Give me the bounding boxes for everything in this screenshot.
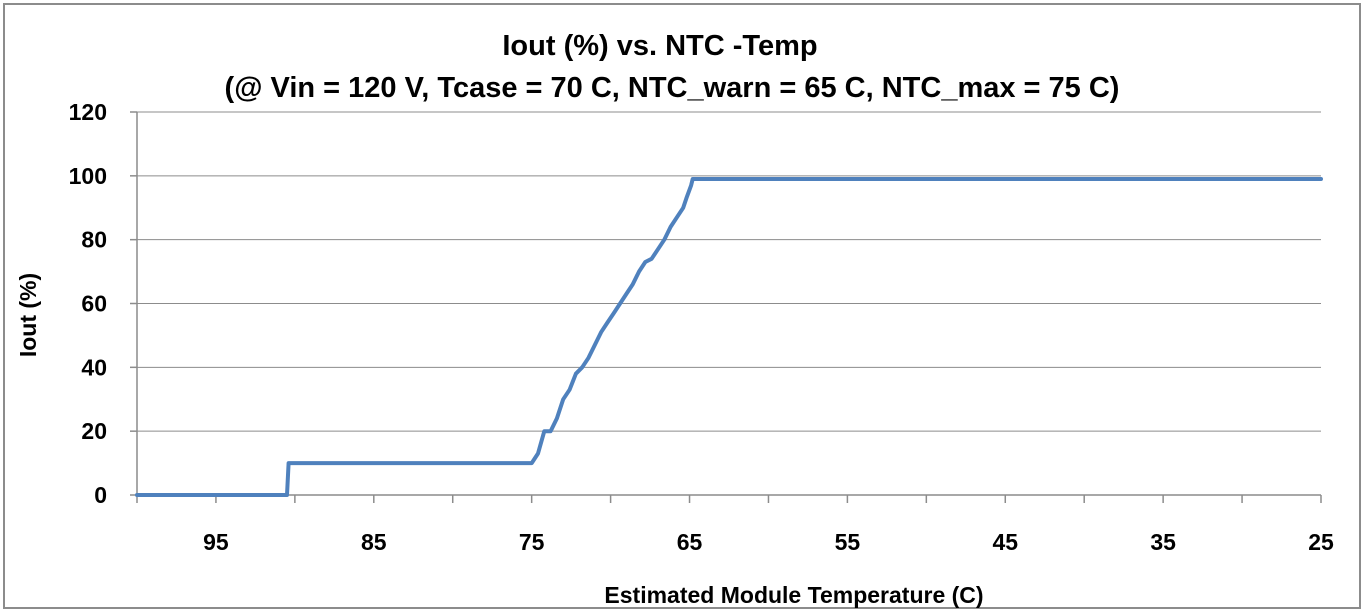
series-layer	[135, 177, 1323, 497]
x-axis-label: Estimated Module Temperature (C)	[604, 582, 983, 608]
y-tick-label: 60	[81, 291, 107, 317]
x-tick-label: 85	[361, 529, 387, 555]
y-tick-label: 100	[69, 163, 107, 189]
chart-title: Iout (%) vs. NTC -Temp	[502, 30, 817, 62]
grid-lines	[137, 111, 1321, 432]
y-tick-label: 120	[69, 99, 107, 125]
chart-frame	[3, 3, 1361, 609]
y-tick-label: 20	[81, 418, 107, 444]
chart-subtitle: (@ Vin = 120 V, Tcase = 70 C, NTC_warn =…	[225, 72, 1120, 104]
x-tick-label: 75	[519, 529, 545, 555]
x-tick-label: 55	[835, 529, 861, 555]
x-tick-label: 95	[203, 529, 229, 555]
x-tick-label: 45	[992, 529, 1018, 555]
axes	[130, 111, 1322, 503]
series-line-iout	[135, 177, 1323, 497]
y-axis-label: Iout (%)	[15, 273, 41, 357]
y-tick-label: 40	[81, 354, 107, 380]
x-tick-label: 35	[1150, 529, 1176, 555]
x-tick-label: 25	[1308, 529, 1334, 555]
tick-labels: 0 20 40 60 80 100 120 95 85 75 65 55 45 35 25	[69, 99, 1334, 555]
x-tick-label: 65	[677, 529, 703, 555]
y-tick-label: 80	[81, 227, 107, 253]
y-tick-label: 0	[94, 482, 107, 508]
